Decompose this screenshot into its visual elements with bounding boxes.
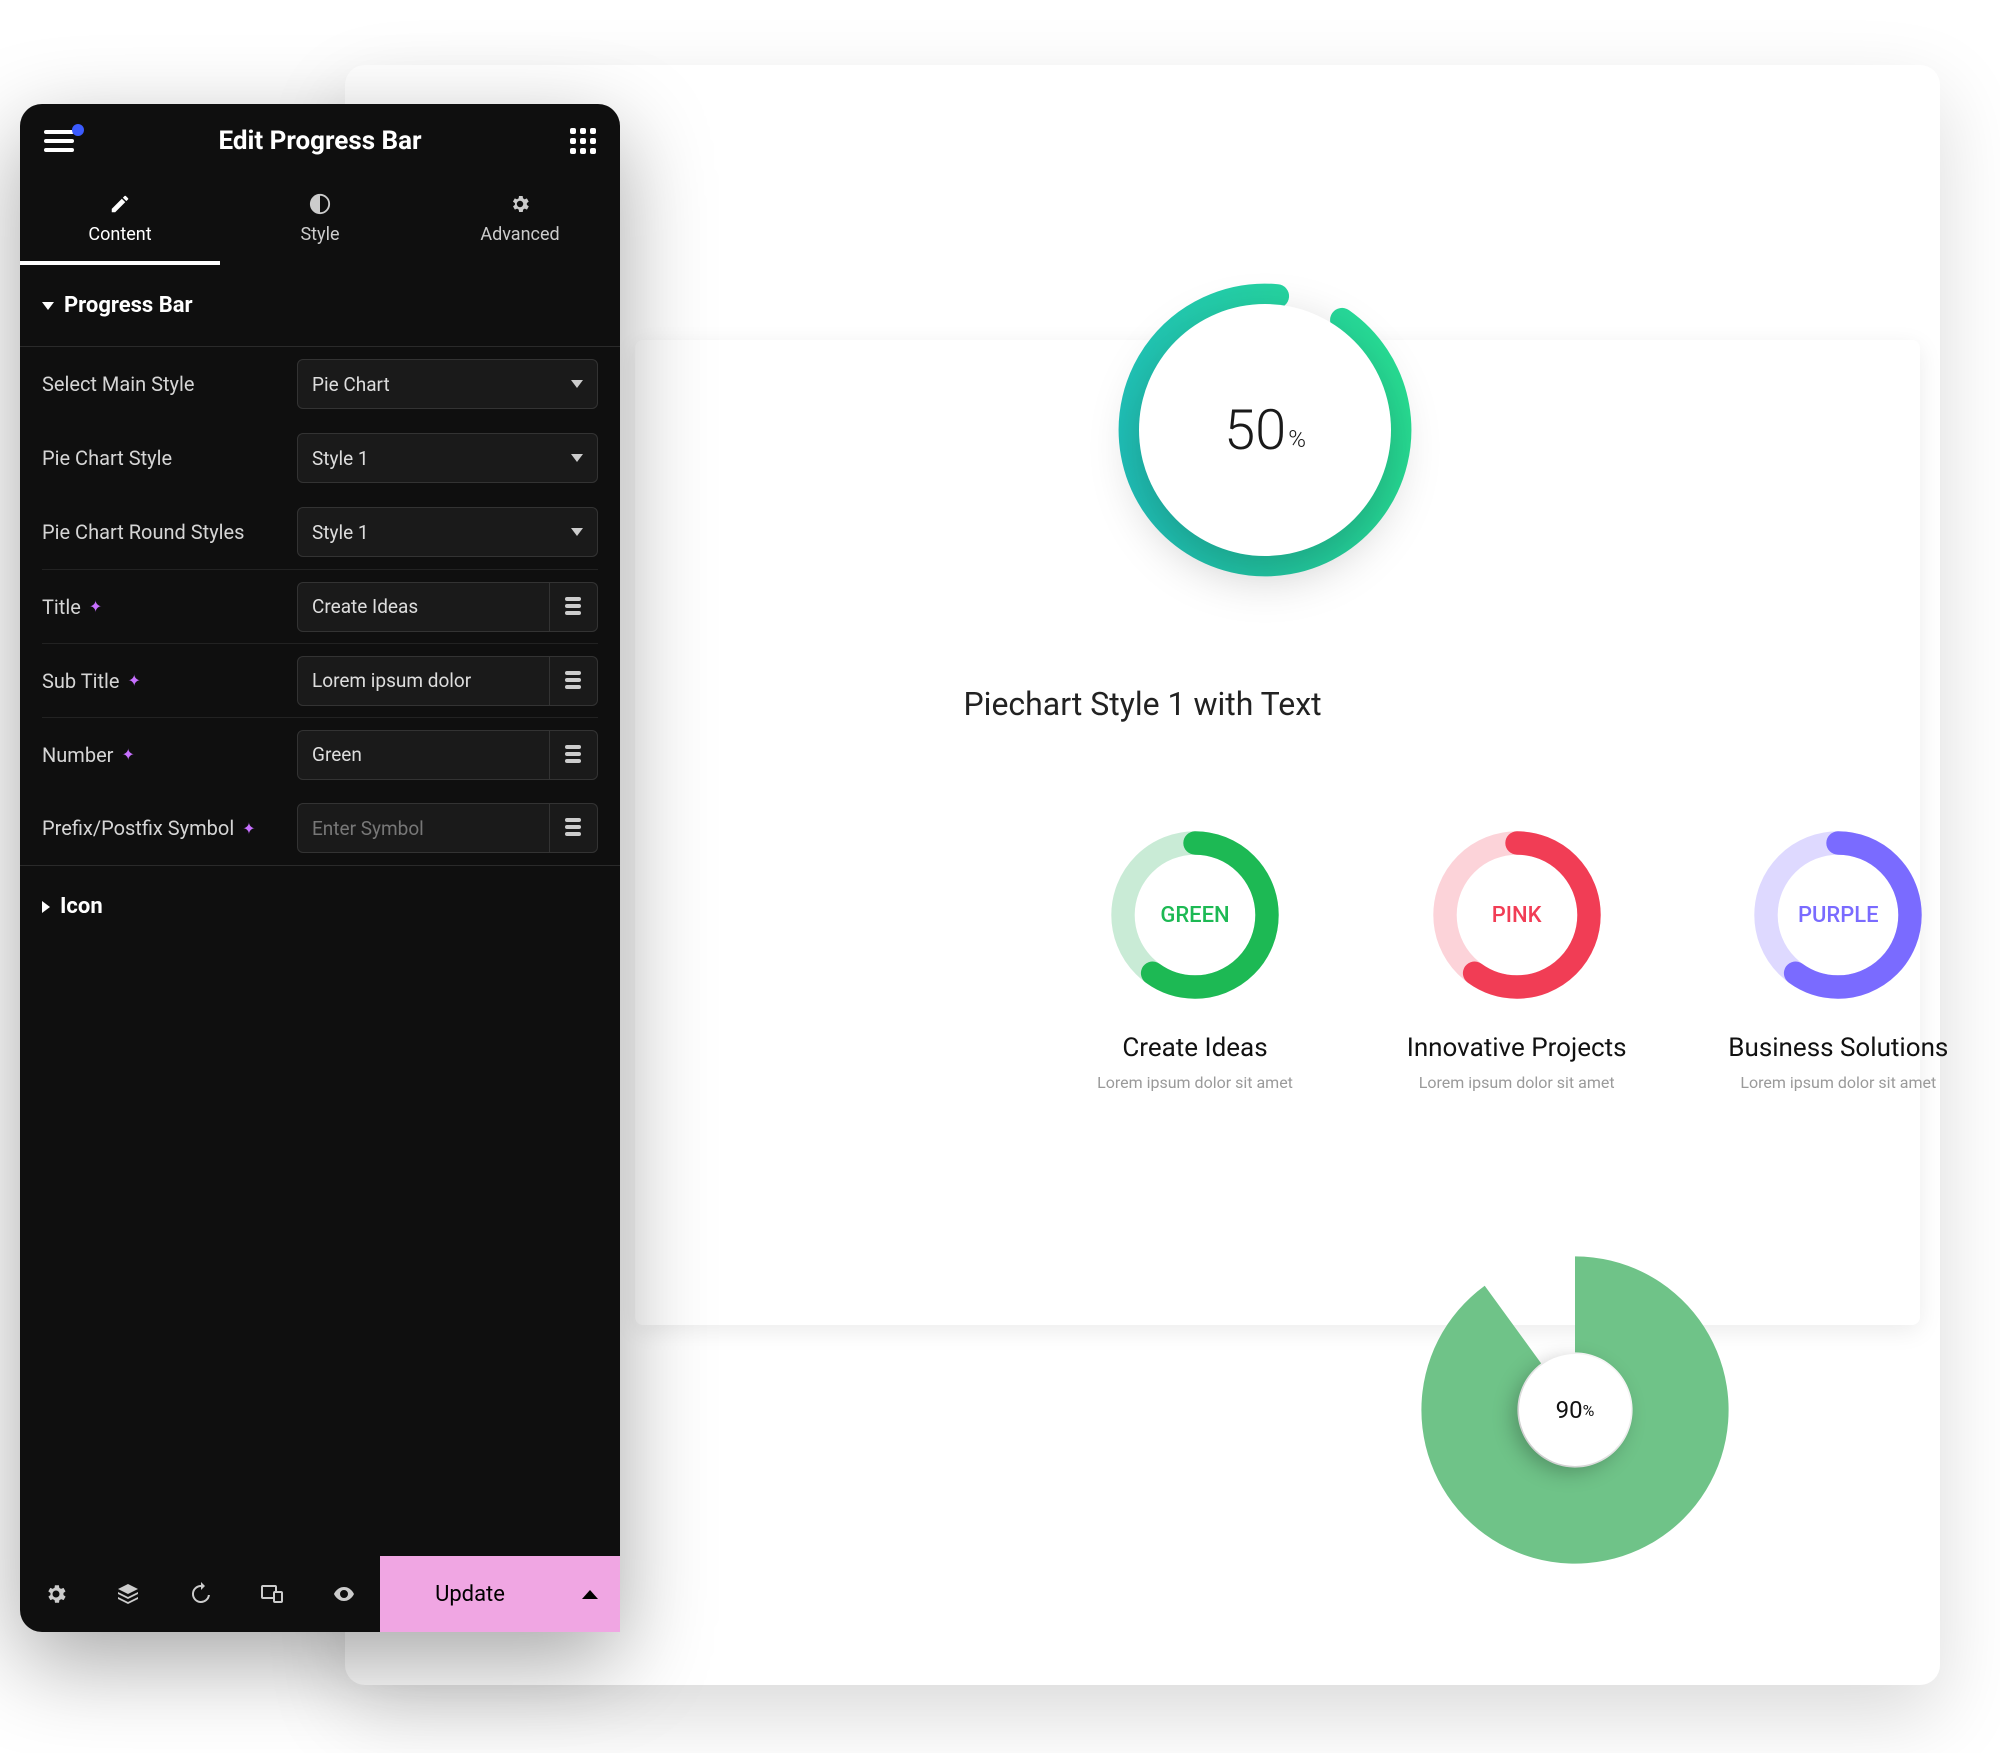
- tab-style[interactable]: Style: [220, 178, 420, 265]
- responsive-icon[interactable]: [236, 1556, 308, 1632]
- ring-2: PURPLE: [1748, 825, 1928, 1005]
- dynamic-icon[interactable]: [550, 582, 598, 632]
- label-pie-chart-style: Pie Chart Style: [42, 446, 297, 470]
- gear-icon: [508, 192, 532, 216]
- ring-label-0: GREEN: [1105, 825, 1285, 1005]
- ring-1: PINK: [1427, 825, 1607, 1005]
- ring-item-2: PURPLE Business Solutions Lorem ipsum dolo…: [1688, 825, 1988, 1092]
- thick-ring-value: 90: [1556, 1396, 1583, 1424]
- chevron-down-icon: [571, 454, 583, 462]
- pencil-icon: [108, 192, 132, 216]
- preview-section-title: Piechart Style 1 with Text: [963, 685, 1321, 723]
- update-more[interactable]: [560, 1556, 620, 1632]
- input-prefix-postfix[interactable]: Enter Symbol: [297, 803, 550, 853]
- big-ring-suffix: %: [1288, 425, 1306, 453]
- ring-title-2: Business Solutions: [1728, 1033, 1948, 1063]
- editor-tabs: Content Style Advanced: [20, 178, 620, 265]
- thick-ring-center: 90%: [1519, 1354, 1631, 1466]
- progress-bar-form: Select Main Style Pie Chart Pie Chart St…: [20, 346, 620, 866]
- layers-icon[interactable]: [92, 1556, 164, 1632]
- update-button-label: Update: [435, 1582, 505, 1607]
- select-pie-chart-style-value: Style 1: [312, 447, 369, 470]
- settings-icon[interactable]: [20, 1556, 92, 1632]
- tab-content-label: Content: [88, 224, 151, 245]
- ring-label-2: PURPLE: [1748, 825, 1928, 1005]
- select-pie-chart-style[interactable]: Style 1: [297, 433, 598, 483]
- thick-progress-ring: 90%: [1415, 1250, 1735, 1570]
- big-progress-ring: 50 %: [1105, 270, 1425, 590]
- editor-title: Edit Progress Bar: [218, 126, 421, 156]
- dynamic-icon[interactable]: [550, 730, 598, 780]
- dynamic-icon[interactable]: [550, 656, 598, 706]
- preview-icon[interactable]: [308, 1556, 380, 1632]
- input-prefix-postfix-placeholder: Enter Symbol: [312, 817, 424, 840]
- input-number-value: Green: [312, 743, 362, 766]
- input-sub-title-value: Lorem ipsum dolor: [312, 669, 471, 692]
- select-main-style[interactable]: Pie Chart: [297, 359, 598, 409]
- ring-0: GREEN: [1105, 825, 1285, 1005]
- editor-footer: Update: [20, 1556, 620, 1632]
- label-title: Title: [42, 595, 81, 619]
- tab-content[interactable]: Content: [20, 178, 220, 265]
- editor-header: Edit Progress Bar: [20, 104, 620, 178]
- sparkle-icon: ✦: [242, 819, 255, 838]
- section-progress-bar[interactable]: Progress Bar: [20, 265, 620, 346]
- label-prefix-postfix: Prefix/Postfix Symbol: [42, 816, 234, 840]
- input-number[interactable]: Green: [297, 730, 550, 780]
- big-ring-center: 50 %: [1139, 304, 1391, 556]
- contrast-icon: [308, 192, 332, 216]
- editor-panel: Edit Progress Bar Content Style Advanced…: [20, 104, 620, 1632]
- tab-advanced-label: Advanced: [480, 224, 559, 245]
- section-icon-label: Icon: [60, 894, 103, 919]
- label-pie-chart-round-styles: Pie Chart Round Styles: [42, 520, 297, 544]
- ring-label-1: PINK: [1427, 825, 1607, 1005]
- sparkle-icon: ✦: [121, 745, 134, 764]
- big-ring-value: 50: [1224, 397, 1286, 463]
- section-progress-bar-label: Progress Bar: [64, 293, 193, 318]
- sparkle-icon: ✦: [89, 597, 102, 616]
- dynamic-icon[interactable]: [550, 803, 598, 853]
- chevron-down-icon: [571, 528, 583, 536]
- ring-sub-1: Lorem ipsum dolor sit amet: [1419, 1073, 1615, 1092]
- chevron-right-icon: [42, 901, 50, 913]
- ring-item-1: PINK Innovative Projects Lorem ipsum dolor…: [1367, 825, 1667, 1092]
- tab-style-label: Style: [300, 224, 339, 245]
- input-title[interactable]: Create Ideas: [297, 582, 550, 632]
- chevron-down-icon: [42, 302, 54, 310]
- ring-item-0: GREEN Create Ideas Lorem ipsum dolor sit a…: [1045, 825, 1345, 1092]
- select-main-style-value: Pie Chart: [312, 373, 390, 396]
- input-title-value: Create Ideas: [312, 595, 418, 618]
- thick-ring-suffix: %: [1583, 1401, 1595, 1420]
- select-pie-chart-round-styles[interactable]: Style 1: [297, 507, 598, 557]
- section-icon[interactable]: Icon: [20, 866, 620, 947]
- label-number: Number: [42, 743, 113, 767]
- tab-advanced[interactable]: Advanced: [420, 178, 620, 265]
- ring-sub-2: Lorem ipsum dolor sit amet: [1740, 1073, 1936, 1092]
- label-sub-title: Sub Title: [42, 669, 120, 693]
- ring-title-1: Innovative Projects: [1407, 1033, 1627, 1063]
- chevron-down-icon: [571, 380, 583, 388]
- sparkle-icon: ✦: [128, 671, 141, 690]
- ring-title-0: Create Ideas: [1122, 1033, 1267, 1063]
- history-icon[interactable]: [164, 1556, 236, 1632]
- label-select-main-style: Select Main Style: [42, 372, 297, 396]
- small-rings-row: GREEN Create Ideas Lorem ipsum dolor sit a…: [1045, 825, 2000, 1092]
- chevron-up-icon: [582, 1590, 598, 1599]
- ring-sub-0: Lorem ipsum dolor sit amet: [1097, 1073, 1293, 1092]
- input-sub-title[interactable]: Lorem ipsum dolor: [297, 656, 550, 706]
- update-button[interactable]: Update: [380, 1556, 560, 1632]
- select-pie-chart-round-styles-value: Style 1: [312, 521, 369, 544]
- menu-icon[interactable]: [44, 130, 74, 152]
- widgets-grid-icon[interactable]: [570, 128, 596, 154]
